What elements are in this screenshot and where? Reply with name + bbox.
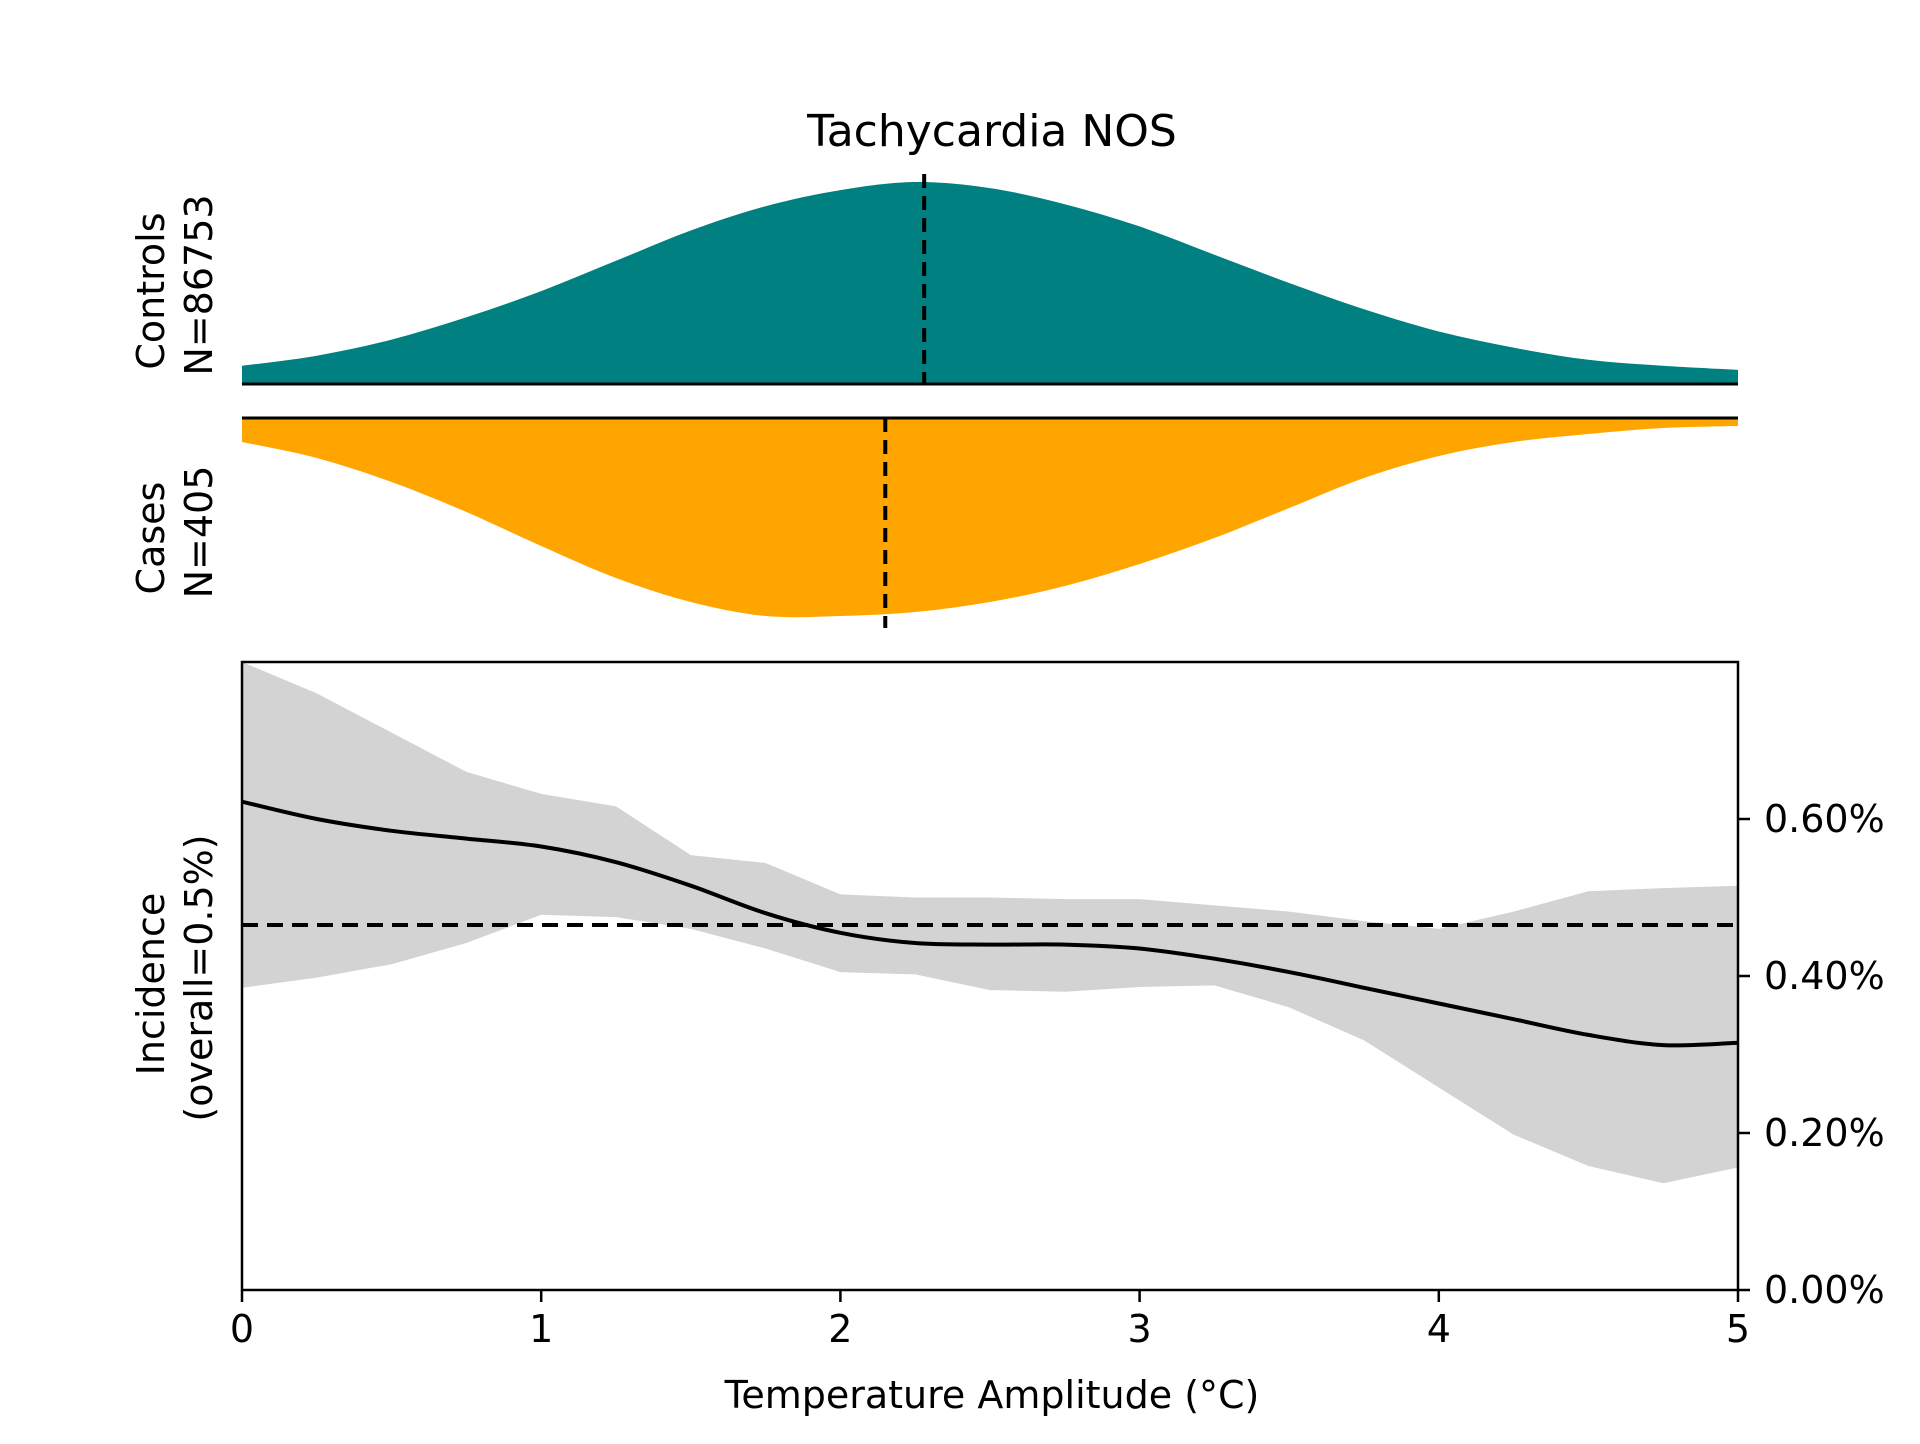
y-axis-label-line2: (overall=0.5%) xyxy=(177,834,221,1121)
x-tick-label: 5 xyxy=(1726,1307,1750,1351)
cases-density-area xyxy=(242,418,1738,618)
controls-label-count: N=86753 xyxy=(177,194,221,375)
x-tick-label: 2 xyxy=(828,1307,852,1351)
controls-panel: Controls N=86753 xyxy=(129,174,1738,386)
x-axis-label: Temperature Amplitude (°C) xyxy=(724,1373,1260,1417)
x-axis: 0 1 2 3 4 5 xyxy=(230,1290,1750,1351)
y-tick-label: 0.20% xyxy=(1764,1111,1885,1155)
y-axis-label-line1: Incidence xyxy=(129,893,173,1076)
confidence-band xyxy=(242,662,1738,1184)
y-tick-label: 0.00% xyxy=(1764,1268,1885,1312)
y-axis-right: 0.00% 0.20% 0.40% 0.60% xyxy=(1738,797,1885,1312)
x-tick-label: 4 xyxy=(1427,1307,1451,1351)
cases-label-name: Cases xyxy=(129,482,173,595)
y-tick-label: 0.40% xyxy=(1764,954,1885,998)
y-axis-label: Incidence (overall=0.5%) xyxy=(129,834,221,1121)
incidence-estimate-line xyxy=(241,799,1739,1048)
controls-label-name: Controls xyxy=(129,212,173,369)
x-tick-label: 1 xyxy=(529,1307,553,1351)
y-tick-label: 0.60% xyxy=(1764,797,1885,841)
cases-label-count: N=405 xyxy=(177,466,221,599)
cases-panel: Cases N=405 xyxy=(129,416,1738,628)
chart-title: Tachycardia NOS xyxy=(806,106,1177,157)
x-tick-label: 0 xyxy=(230,1307,254,1351)
x-tick-label: 3 xyxy=(1128,1307,1152,1351)
cases-label: Cases N=405 xyxy=(129,466,221,599)
controls-density-area xyxy=(242,181,1738,384)
incidence-panel: 0 1 2 3 4 5 0.00% 0.20% 0.40% 0.60% Incidence (o… xyxy=(129,660,1885,1417)
controls-label: Controls N=86753 xyxy=(129,194,221,375)
